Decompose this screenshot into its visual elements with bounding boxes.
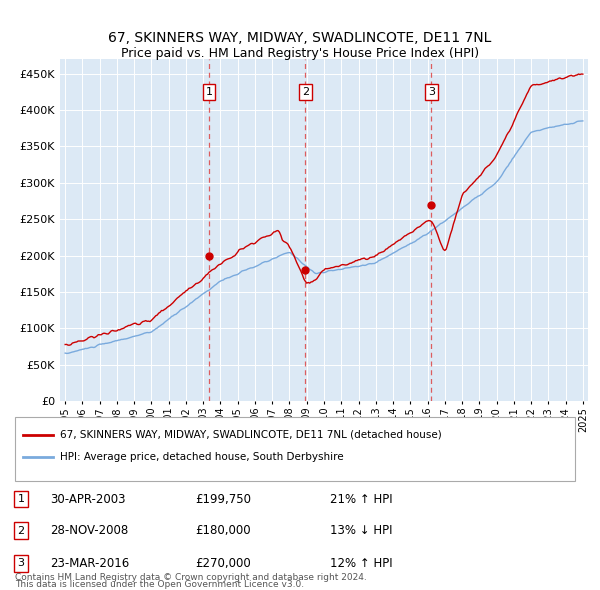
Text: This data is licensed under the Open Government Licence v3.0.: This data is licensed under the Open Gov…: [15, 580, 304, 589]
Text: £270,000: £270,000: [195, 557, 251, 570]
Text: 28-NOV-2008: 28-NOV-2008: [50, 524, 128, 537]
Text: HPI: Average price, detached house, South Derbyshire: HPI: Average price, detached house, Sout…: [60, 451, 344, 461]
Text: 1: 1: [205, 87, 212, 97]
Text: 3: 3: [428, 87, 435, 97]
Text: 67, SKINNERS WAY, MIDWAY, SWADLINCOTE, DE11 7NL: 67, SKINNERS WAY, MIDWAY, SWADLINCOTE, D…: [109, 31, 491, 45]
Text: £199,750: £199,750: [195, 493, 251, 506]
Text: 21% ↑ HPI: 21% ↑ HPI: [330, 493, 392, 506]
Text: 12% ↑ HPI: 12% ↑ HPI: [330, 557, 392, 570]
Text: 13% ↓ HPI: 13% ↓ HPI: [330, 524, 392, 537]
Text: 2: 2: [302, 87, 309, 97]
Text: 3: 3: [17, 558, 25, 568]
Text: 30-APR-2003: 30-APR-2003: [50, 493, 125, 506]
Text: £180,000: £180,000: [195, 524, 251, 537]
Text: Price paid vs. HM Land Registry's House Price Index (HPI): Price paid vs. HM Land Registry's House …: [121, 47, 479, 60]
Text: 1: 1: [17, 494, 25, 504]
Text: 2: 2: [17, 526, 25, 536]
Text: Contains HM Land Registry data © Crown copyright and database right 2024.: Contains HM Land Registry data © Crown c…: [15, 573, 367, 582]
FancyBboxPatch shape: [15, 417, 575, 481]
Text: 67, SKINNERS WAY, MIDWAY, SWADLINCOTE, DE11 7NL (detached house): 67, SKINNERS WAY, MIDWAY, SWADLINCOTE, D…: [60, 430, 442, 440]
Text: 23-MAR-2016: 23-MAR-2016: [50, 557, 129, 570]
